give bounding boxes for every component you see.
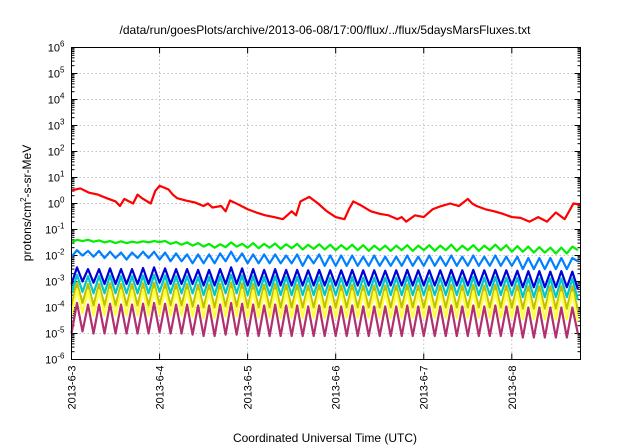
y-tick-label: 10-1 [45, 222, 65, 237]
y-tick-label: 10-4 [45, 300, 65, 315]
y-tick-label-base: 10 [48, 147, 60, 159]
y-tick-label-base: 10 [48, 95, 60, 107]
y-tick-label-exp: -5 [57, 326, 65, 335]
series-group [70, 184, 581, 339]
y-tick-label-base: 10 [48, 199, 60, 211]
y-tick-label-exp: -4 [57, 300, 65, 309]
y-tick-label-base: 10 [45, 329, 57, 341]
y-tick-label-exp: -3 [57, 274, 65, 283]
x-tick-label: 2013-6-4 [155, 366, 167, 410]
y-tick-label: 100 [48, 196, 65, 211]
y-tick-label-base: 10 [48, 69, 60, 81]
series-line-8 [70, 301, 579, 339]
y-tick-label-base: 10 [45, 251, 57, 263]
y-tick-label: 103 [48, 118, 65, 133]
y-tick-label: 104 [48, 92, 65, 107]
series-line-1 [71, 184, 581, 223]
series-line-2 [71, 238, 579, 255]
series-line-6 [70, 281, 579, 311]
y-tick-label: 10-3 [45, 274, 65, 289]
x-axis-label: Coordinated Universal Time (UTC) [233, 431, 417, 445]
y-tick-label: 10-2 [45, 248, 65, 263]
series-line-5 [70, 273, 579, 300]
series-line-3 [70, 249, 579, 271]
y-tick-label: 10-6 [45, 352, 65, 367]
y-tick-label-base: 10 [48, 43, 60, 55]
y-tick-label-exp: 1 [60, 170, 65, 179]
y-tick-label: 106 [48, 40, 65, 55]
x-tick-label: 2013-6-8 [507, 366, 519, 410]
y-tick-label-base: 10 [48, 173, 60, 185]
y-tick-label-exp: -2 [57, 248, 65, 257]
y-tick-label-exp: 5 [60, 66, 65, 75]
x-tick-labels: 2013-6-3 2013-6-4 2013-6-5 2013-6-6 2013-6-7… [67, 366, 519, 410]
x-tick-label: 2013-6-7 [419, 366, 431, 410]
y-tick-label-base: 10 [45, 277, 57, 289]
series-line-4 [70, 266, 579, 290]
plot-frame [71, 47, 581, 360]
y-tick-label-exp: 0 [60, 196, 65, 205]
y-tick-label-exp: 3 [60, 118, 65, 127]
y-axis-label-tail: -s-sr-MeV [20, 145, 34, 198]
chart-title: /data/run/goesPlots/archive/2013-06-08/1… [120, 23, 532, 37]
y-tick-labels: 10610510410310210110010-110-210-310-410-… [45, 40, 65, 367]
y-tick-label: 102 [48, 144, 65, 159]
y-tick-label: 101 [48, 170, 65, 185]
series-line-7 [70, 288, 579, 322]
y-tick-label-exp: 6 [60, 40, 65, 49]
y-axis-label: protons/cm2-s-sr-MeV [19, 145, 34, 261]
y-tick-label-base: 10 [45, 303, 57, 315]
y-tick-label: 10-5 [45, 326, 65, 341]
y-tick-label-base: 10 [45, 355, 57, 367]
y-tick-label-exp: -1 [57, 222, 65, 231]
y-tick-label-exp: 4 [60, 92, 65, 101]
x-tick-label: 2013-6-5 [243, 366, 255, 410]
x-tick-label: 2013-6-6 [331, 366, 343, 410]
y-tick-label: 105 [48, 66, 65, 81]
y-axis-label-base: protons/cm [20, 202, 34, 261]
y-tick-label-base: 10 [48, 121, 60, 133]
x-tick-label: 2013-6-3 [67, 366, 79, 410]
y-tick-label-exp: -6 [57, 352, 65, 361]
y-axis-label-sup: 2 [19, 197, 28, 202]
y-tick-label-exp: 2 [60, 144, 65, 153]
y-tick-label-base: 10 [45, 225, 57, 237]
